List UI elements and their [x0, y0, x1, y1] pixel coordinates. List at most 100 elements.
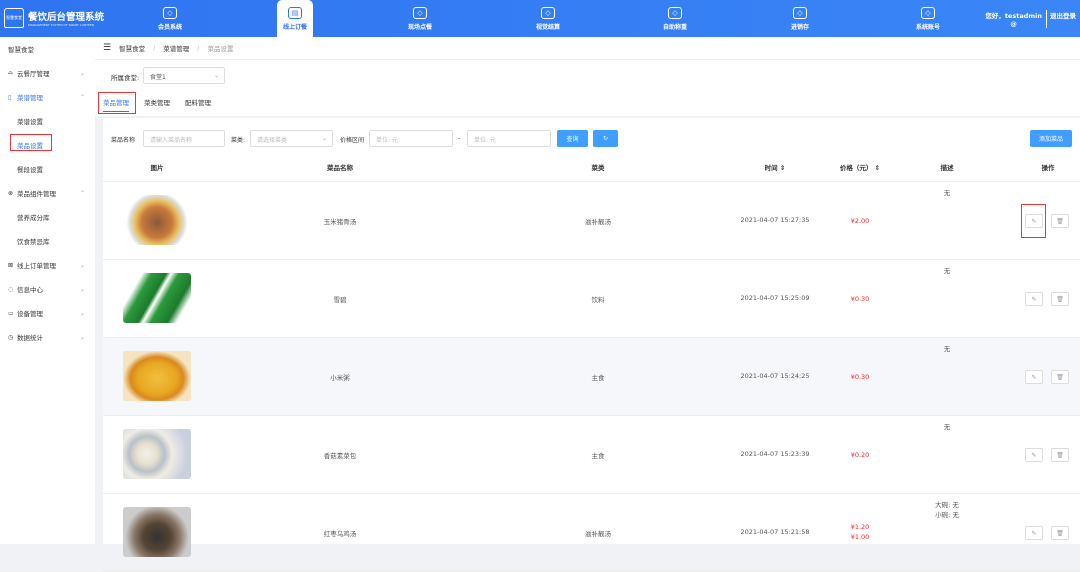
description-line: 无	[943, 345, 951, 353]
nav-5[interactable]: ◇ 进销存	[760, 0, 840, 37]
nav-6[interactable]: ◇ 系统账号	[888, 0, 968, 37]
edit-button[interactable]: ✎	[1025, 526, 1043, 540]
header-divider	[103, 181, 1080, 182]
logo-badge: 智慧食堂	[6, 15, 22, 20]
dish-category: 滋补靓汤	[585, 530, 611, 538]
dish-description: 无	[944, 188, 951, 198]
highlight-box	[1021, 204, 1046, 238]
edit-button[interactable]: ✎	[1025, 214, 1043, 228]
chevron-down-icon: ⌄	[321, 135, 327, 142]
diamond-icon: ◇	[163, 6, 177, 19]
price-value: ¥1.20	[850, 523, 870, 531]
dish-name: 香菇素菜包	[323, 452, 357, 460]
breadcrumb: ☰ 智慧食堂 / 菜谱管理 / 菜品设置	[95, 37, 1080, 60]
breadcrumb-item[interactable]: 菜谱管理	[163, 45, 190, 53]
delete-button[interactable]: 🗑	[1051, 214, 1069, 228]
sidebar-item-5[interactable]: ⊗ 菜品组件管理 ⌃	[0, 181, 95, 205]
dish-name-input[interactable]: 请输入菜品名称	[143, 130, 225, 147]
sidebar-title: 智慧食堂	[8, 46, 34, 54]
nav-4[interactable]: ◇ 自助称重	[635, 0, 715, 37]
user-suffix: @	[1010, 20, 1017, 28]
price-min-input[interactable]: 单位: 元	[369, 130, 453, 147]
trash-icon: 🗑	[1056, 373, 1064, 381]
dish-description: 无	[944, 422, 951, 432]
add-dish-button[interactable]: 添加菜品	[1030, 130, 1072, 147]
nav-1[interactable]: ▤ 线上订餐	[277, 0, 313, 37]
sidebar-item-label: 菜品设置	[17, 142, 43, 150]
sidebar-item-4[interactable]: 餐段设置	[0, 157, 95, 181]
dish-price: ¥2.00	[851, 216, 870, 226]
dish-description: 无	[944, 344, 951, 354]
chevron-icon: ⌄	[79, 261, 85, 269]
nav-2[interactable]: ◇ 现场点餐	[380, 0, 460, 37]
canteen-select[interactable]: 食堂1 ⌄	[143, 67, 225, 84]
delete-button[interactable]: 🗑	[1051, 370, 1069, 384]
sidebar-item-0[interactable]: ⌓ 云餐厅管理 ⌄	[0, 61, 95, 85]
edit-icon: ✎	[1031, 451, 1037, 459]
dish-price: ¥0.30	[851, 294, 870, 304]
description-line: 小碗: 无	[935, 511, 959, 519]
column-header[interactable]: 时间 ⇕	[764, 164, 786, 172]
query-button[interactable]: 查询	[557, 130, 588, 147]
nav-label: 系统账号	[915, 23, 940, 31]
dish-image	[123, 351, 191, 401]
dish-image	[123, 195, 191, 245]
chevron-icon: ⌃	[79, 189, 85, 197]
sidebar-item-6[interactable]: 营养成分库	[0, 205, 95, 229]
app-title: 餐饮后台管理系统	[28, 12, 105, 23]
breadcrumb-item[interactable]: 智慧食堂	[119, 45, 146, 53]
sidebar-item-label: 餐段设置	[17, 166, 43, 174]
price-value: ¥2.00	[850, 217, 870, 225]
greeting: 您好，testadmin	[985, 12, 1042, 20]
highlight-box	[10, 134, 52, 151]
dish-name: 玉米猪骨汤	[323, 218, 357, 226]
canteen-label: 所属食堂:	[111, 74, 140, 82]
dish-name: 小米粥	[330, 374, 350, 382]
nav-label: 自助称重	[662, 23, 687, 31]
column-header[interactable]: 价格（元） ⇕	[839, 164, 881, 172]
table-row: 玉米猪骨汤 滋补靓汤 2021-04-07 15:27:35 ¥2.00 无 ✎…	[103, 182, 1080, 260]
sidebar-item-1[interactable]: ▯ 菜谱管理 ⌃	[0, 85, 95, 109]
column-header: 菜类	[591, 164, 605, 172]
sidebar-item-label: 营养成分库	[17, 214, 50, 222]
tab-category-management[interactable]: 菜类管理	[144, 99, 170, 107]
reset-button[interactable]: ↻	[593, 130, 618, 147]
dish-description: 大碗: 无小碗: 无	[935, 500, 959, 520]
sidebar-item-3[interactable]: 菜品设置	[0, 133, 95, 157]
category-label: 菜类:	[231, 137, 246, 144]
category-select[interactable]: 请选择菜类 ⌄	[250, 130, 333, 147]
nav-label: 会员系统	[157, 23, 182, 31]
edit-icon: ✎	[1031, 295, 1037, 303]
edit-button[interactable]: ✎	[1025, 292, 1043, 306]
price-max-input[interactable]: 单位: 元	[467, 130, 551, 147]
scale-icon: ◇	[668, 6, 682, 19]
logout-link[interactable]: 退出登录	[1046, 10, 1076, 28]
sidebar-item-2[interactable]: 菜谱设置	[0, 109, 95, 133]
sidebar-item-label: 设备管理	[17, 310, 43, 318]
sidebar-item-label: 菜谱管理	[17, 94, 43, 102]
sidebar-item-9[interactable]: ◌ 信息中心 ⌄	[0, 277, 95, 301]
chevron-icon: ⌄	[79, 309, 85, 317]
dish-table-card: 菜品名称 请输入菜品名称 菜类: 请选择菜类 ⌄ 价格区间 单位: 元 - 单位:…	[103, 118, 1080, 572]
sidebar-item-8[interactable]: ⊠ 线上订单管理 ⌄	[0, 253, 95, 277]
menu-toggle-icon[interactable]: ☰	[103, 43, 112, 53]
nav-3[interactable]: ◇ 视觉结算	[508, 0, 588, 37]
table-row: 红枣乌鸡汤 滋补靓汤 2021-04-07 15:21:58 ¥1.20 ¥1.0…	[103, 494, 1080, 572]
dish-time: 2021-04-07 15:27:35	[740, 216, 810, 224]
nav-0[interactable]: ◇ 会员系统	[130, 0, 210, 37]
tab-dish-management[interactable]: 菜品管理	[103, 97, 129, 112]
column-header: 图片	[150, 164, 164, 172]
delete-button[interactable]: 🗑	[1051, 448, 1069, 462]
highlight-box	[98, 92, 136, 114]
sidebar-item-7[interactable]: 饮食禁忌库	[0, 229, 95, 253]
dish-price: ¥1.20 ¥1.00	[851, 522, 870, 542]
component-icon: ⊗	[8, 189, 14, 197]
delete-button[interactable]: 🗑	[1051, 292, 1069, 306]
sidebar-item-11[interactable]: ◷ 数据统计 ⌄	[0, 325, 95, 349]
edit-button[interactable]: ✎	[1025, 370, 1043, 384]
category-placeholder: 请选择菜类	[257, 137, 288, 144]
sidebar-item-10[interactable]: ▭ 设备管理 ⌄	[0, 301, 95, 325]
edit-button[interactable]: ✎	[1025, 448, 1043, 462]
delete-button[interactable]: 🗑	[1051, 526, 1069, 540]
tab-ingredient-management[interactable]: 配料管理	[185, 99, 211, 107]
